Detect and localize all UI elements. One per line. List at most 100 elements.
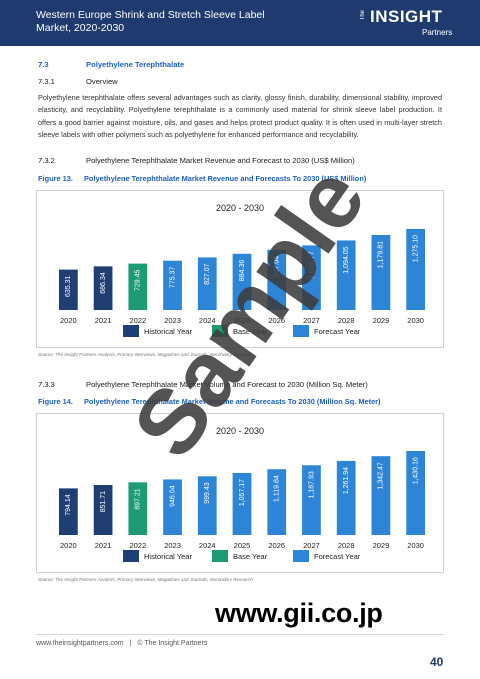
x-tick-label: 2020 bbox=[60, 541, 77, 550]
bar-2026 bbox=[267, 249, 287, 310]
footer-divider bbox=[36, 634, 444, 635]
data-label: 1,261.94 bbox=[343, 467, 350, 494]
figure-13-source: Source: The Insight Partners Analysis, P… bbox=[38, 352, 253, 357]
logo-partners: Partners bbox=[422, 28, 453, 37]
data-label: 884.36 bbox=[239, 260, 246, 282]
section-title: Polyethylene Terephthalate Market Revenu… bbox=[86, 156, 355, 165]
data-label: 1,094.05 bbox=[343, 246, 350, 273]
page-header: Western Europe Shrink and Stretch Sleeve… bbox=[0, 0, 480, 46]
legend-swatch bbox=[293, 325, 309, 337]
figure-14-source: Source: The Insight Partners Analysis, P… bbox=[38, 577, 253, 582]
x-tick-label: 2020 bbox=[60, 316, 77, 325]
data-label: 1,342.47 bbox=[378, 462, 385, 489]
bar-2022 bbox=[128, 482, 148, 535]
chart-figure-13: 2020 - 2030 635.31 2020 686.34 2021 729.45 202… bbox=[36, 190, 444, 348]
page-footer: www.theinsightpartners.com | © The Insight… bbox=[36, 640, 207, 647]
bar-2029 bbox=[371, 234, 391, 310]
chart-title: 2020 - 2030 bbox=[216, 203, 264, 213]
x-tick-label: 2028 bbox=[338, 316, 355, 325]
bar-2027 bbox=[302, 245, 321, 310]
section-number: 7.3.1 bbox=[38, 77, 55, 86]
bar-2027 bbox=[302, 465, 321, 535]
data-label: 794.14 bbox=[65, 494, 72, 516]
data-label: 946.04 bbox=[169, 485, 176, 507]
legend-label: Historical Year bbox=[144, 327, 192, 336]
figure-title: Polyethylene Terephthalate Market Revenu… bbox=[84, 174, 367, 183]
bar-2023 bbox=[163, 260, 182, 310]
data-label: 999.43 bbox=[204, 482, 211, 504]
page-number: 40 bbox=[430, 655, 444, 669]
bar-2025 bbox=[232, 253, 252, 310]
data-label: 897.21 bbox=[135, 488, 142, 510]
section-number: 7.3.2 bbox=[38, 156, 55, 165]
legend-swatch bbox=[212, 550, 228, 562]
data-label: 1,119.84 bbox=[274, 475, 281, 502]
data-label: 729.45 bbox=[135, 270, 142, 292]
legend-swatch bbox=[212, 325, 228, 337]
data-label: 1,179.81 bbox=[378, 241, 385, 268]
legend-label: Base Year bbox=[233, 327, 268, 336]
footer-copyright: © The Insight Partners bbox=[137, 640, 208, 647]
data-label: 1,016.77 bbox=[308, 251, 315, 278]
logo-the: The bbox=[360, 10, 366, 21]
x-tick-label: 2022 bbox=[129, 541, 146, 550]
volume-bar-chart: 2020 - 2030 794.14 2020 851.71 2021 897.21 202… bbox=[58, 426, 426, 562]
x-tick-label: 2027 bbox=[303, 316, 320, 325]
bar-2022 bbox=[128, 263, 148, 310]
section-title: Polyethylene Terephthalate Market Volume… bbox=[86, 380, 368, 389]
bar-2026 bbox=[267, 469, 287, 535]
x-tick-label: 2023 bbox=[164, 541, 181, 550]
bar-2023 bbox=[163, 479, 182, 535]
bar-2020 bbox=[58, 488, 78, 535]
bar-2025 bbox=[232, 472, 252, 535]
x-tick-label: 2021 bbox=[95, 541, 112, 550]
x-tick-label: 2021 bbox=[95, 316, 112, 325]
x-tick-label: 2023 bbox=[164, 316, 181, 325]
overview-paragraph: Polyethylene terephthalate offers severa… bbox=[38, 93, 442, 140]
legend-swatch bbox=[293, 550, 309, 562]
x-tick-label: 2025 bbox=[234, 316, 251, 325]
x-tick-label: 2030 bbox=[407, 541, 424, 550]
data-label: 851.71 bbox=[100, 491, 107, 513]
data-label: 1,430.16 bbox=[412, 457, 419, 484]
chart-title: 2020 - 2030 bbox=[216, 426, 264, 436]
bar-2029 bbox=[371, 456, 391, 535]
section-number: 7.3 bbox=[38, 60, 49, 69]
revenue-bar-chart: 2020 - 2030 635.31 2020 686.34 2021 729.45 202… bbox=[58, 203, 426, 337]
data-label: 1,187.93 bbox=[308, 471, 315, 498]
data-label: 686.34 bbox=[100, 272, 107, 294]
section-title: Polyethylene Terephthalate bbox=[86, 60, 185, 69]
insight-partners-logo: The INSIGHT Partners bbox=[360, 6, 470, 42]
x-tick-label: 2026 bbox=[268, 541, 285, 550]
x-tick-label: 2022 bbox=[129, 316, 146, 325]
data-label: 775.37 bbox=[169, 267, 176, 289]
bar-2030 bbox=[406, 228, 426, 310]
x-tick-label: 2029 bbox=[373, 316, 390, 325]
x-tick-label: 2028 bbox=[338, 541, 355, 550]
legend-label: Forecast Year bbox=[314, 552, 361, 561]
footer-separator: | bbox=[129, 640, 132, 647]
legend-swatch bbox=[123, 550, 139, 562]
data-label: 827.07 bbox=[204, 263, 211, 285]
footer-website: www.theinsightpartners.com bbox=[36, 640, 124, 647]
x-tick-label: 2025 bbox=[234, 541, 251, 550]
figure-title: Polyethylene Terephthalate Market Volume… bbox=[84, 397, 381, 406]
data-label: 635.31 bbox=[65, 276, 72, 298]
x-tick-label: 2026 bbox=[268, 316, 285, 325]
bar-2024 bbox=[197, 257, 217, 310]
x-tick-label: 2029 bbox=[373, 541, 390, 550]
figure-number: Figure 14. bbox=[38, 397, 73, 406]
figure-number: Figure 13. bbox=[38, 174, 73, 183]
x-tick-label: 2027 bbox=[303, 541, 320, 550]
gii-watermark-url: www.gii.co.jp bbox=[215, 598, 383, 628]
data-label: 1,275.10 bbox=[412, 235, 419, 262]
bar-2021 bbox=[93, 484, 113, 535]
x-tick-label: 2024 bbox=[199, 541, 216, 550]
figure-14-caption: Figure 14. Polyethylene Terephthalate Mar… bbox=[38, 397, 381, 406]
section-title: Overview bbox=[86, 77, 118, 86]
legend-swatch bbox=[123, 325, 139, 337]
legend-label: Forecast Year bbox=[314, 327, 361, 336]
x-tick-label: 2030 bbox=[407, 316, 424, 325]
bar-2021 bbox=[93, 266, 113, 310]
x-tick-label: 2024 bbox=[199, 316, 216, 325]
